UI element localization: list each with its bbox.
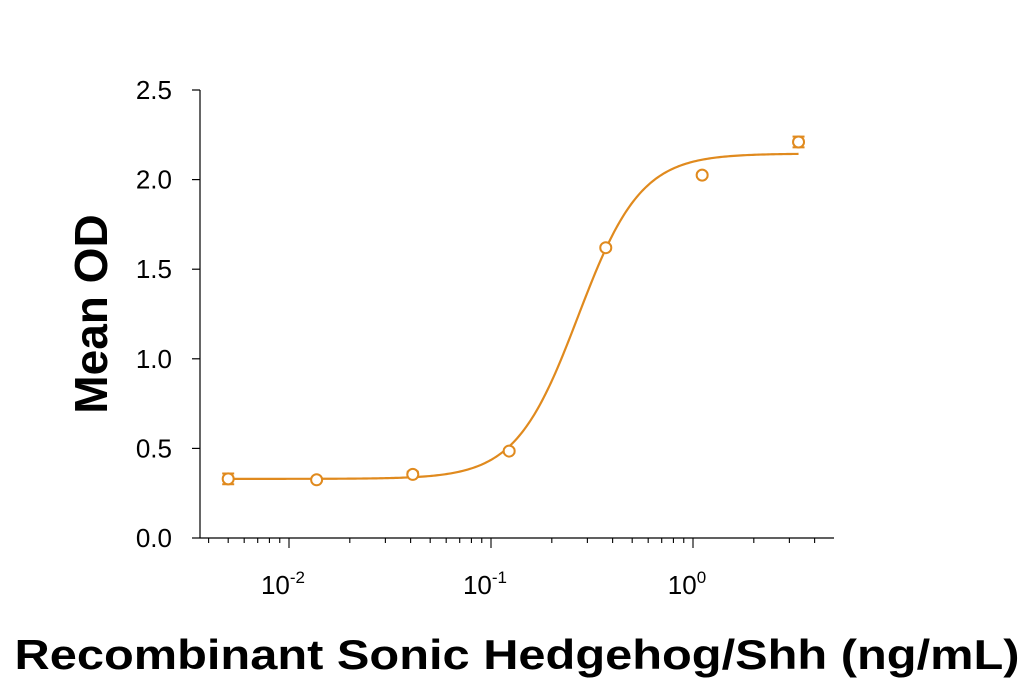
y-tick-label: 1.5: [136, 254, 172, 284]
data-marker: [310, 473, 324, 487]
data-marker: [792, 135, 806, 149]
y-ticks: 0.0 0.5 1.0 1.5 2.0 2.5: [136, 75, 200, 553]
data-point: [695, 168, 709, 182]
data-points: [221, 135, 806, 487]
x-tick-label: 10-2: [261, 568, 305, 600]
data-marker: [599, 241, 613, 255]
data-marker: [695, 168, 709, 182]
y-axis-title: Mean OD: [65, 214, 117, 413]
axes: [199, 90, 834, 539]
data-point: [792, 135, 806, 149]
data-point: [221, 472, 235, 486]
y-tick-label: 1.0: [136, 344, 172, 374]
data-point: [406, 467, 420, 481]
data-point: [310, 473, 324, 487]
y-tick-label: 0.5: [136, 433, 172, 463]
y-tick-label: 0.0: [136, 523, 172, 553]
data-point: [599, 241, 613, 255]
x-axis-title: Recombinant Sonic Hedgehog/Shh (ng/mL): [15, 631, 1020, 678]
x-ticks: 10-2 10-1 100: [208, 538, 816, 600]
data-marker: [221, 472, 235, 486]
data-point: [502, 444, 516, 458]
y-tick-label: 2.5: [136, 75, 172, 105]
data-marker: [502, 444, 516, 458]
x-tick-label: 100: [668, 568, 706, 600]
x-tick-label: 10-1: [463, 568, 507, 600]
fit-curve: [228, 152, 799, 480]
y-tick-label: 2.0: [136, 165, 172, 195]
data-marker: [406, 467, 420, 481]
